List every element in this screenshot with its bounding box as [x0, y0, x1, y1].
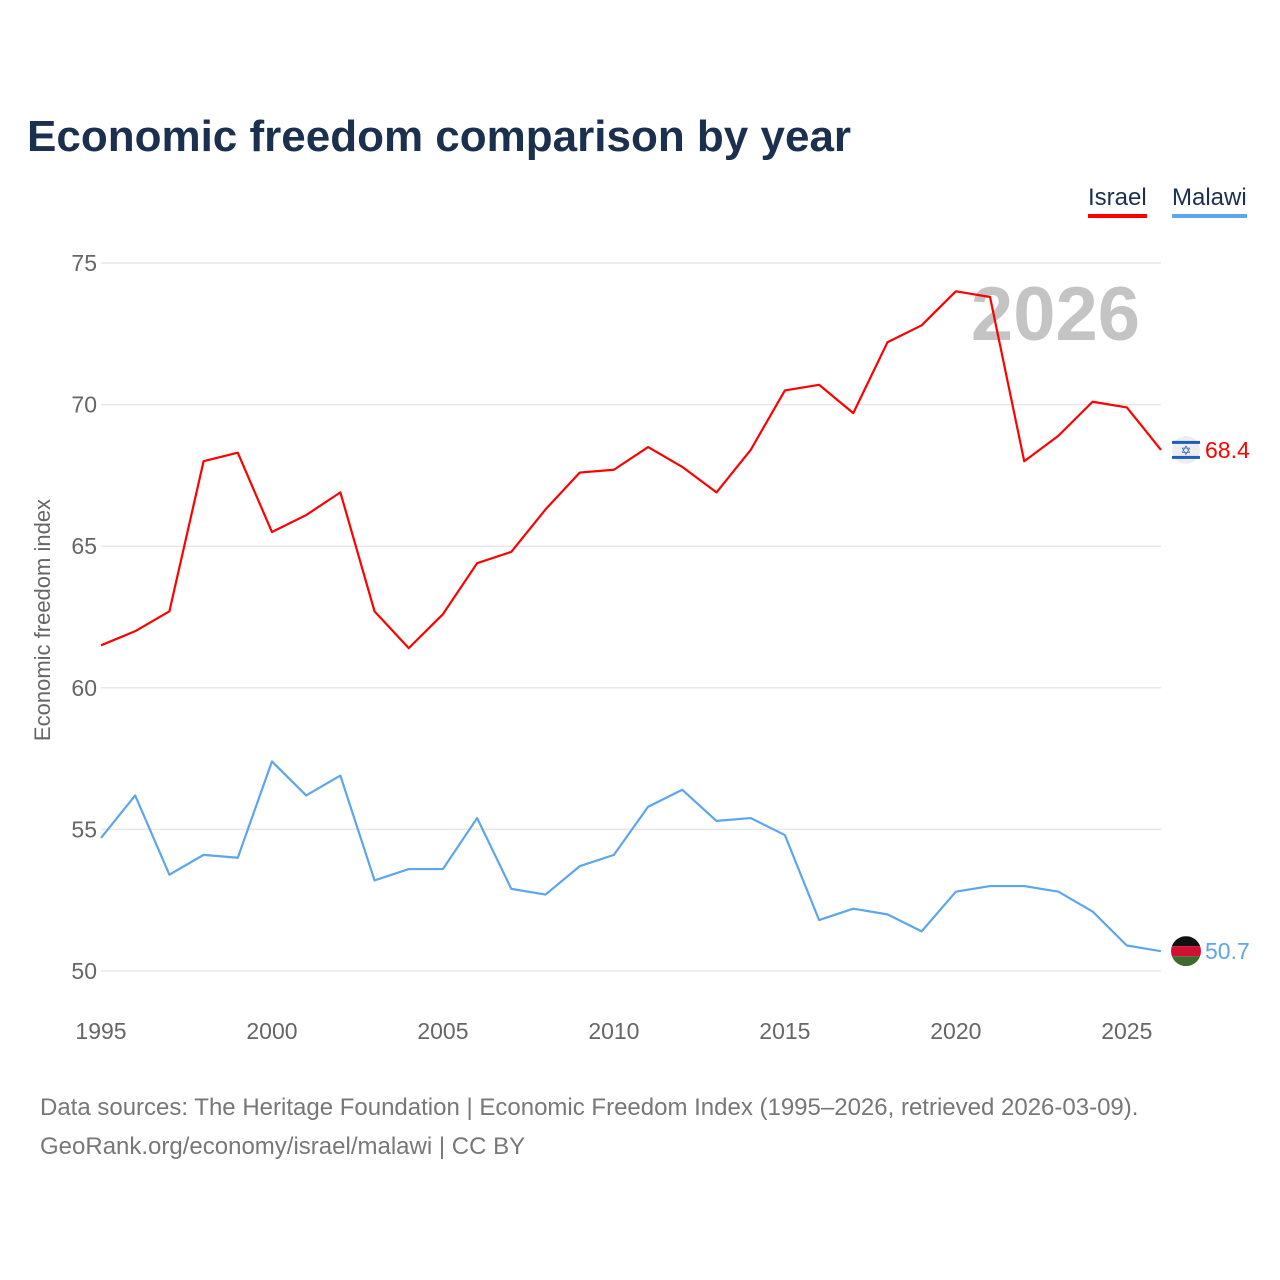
y-tick-label: 55: [71, 816, 97, 842]
flag-israel-icon: ✡: [1172, 435, 1200, 464]
y-tick-label: 70: [71, 392, 97, 418]
x-tick-label: 2005: [417, 1018, 468, 1044]
legend-israel[interactable]: Israel: [1088, 184, 1147, 218]
legend-malawi[interactable]: Malawi: [1172, 184, 1247, 218]
credit-text: GeoRank.org/economy/israel/malawi | CC B…: [40, 1133, 526, 1160]
source-text: Data sources: The Heritage Foundation | …: [40, 1094, 1139, 1121]
x-tick-label: 2015: [759, 1018, 810, 1044]
series-line-israel: [100, 290, 1162, 650]
chart-title: Economic freedom comparison by year: [27, 112, 852, 161]
x-tick-label: 2020: [930, 1018, 981, 1044]
end-value-label-malawi: 50.7: [1205, 938, 1250, 964]
x-tick-label: 2000: [246, 1018, 297, 1044]
x-tick-label: 2025: [1101, 1018, 1152, 1044]
y-tick-label: 60: [71, 675, 97, 701]
y-tick-label: 75: [71, 250, 97, 276]
x-tick-label: 2010: [588, 1018, 639, 1044]
end-value-label-israel: 68.4: [1205, 437, 1250, 463]
svg-text:✡: ✡: [1181, 443, 1192, 458]
year-watermark: 2026: [971, 272, 1140, 357]
x-tick-label: 1995: [75, 1018, 126, 1044]
flag-malawi-icon: [1171, 936, 1201, 967]
y-tick-label: 65: [71, 533, 97, 559]
series-line-malawi: [100, 760, 1162, 953]
footer: Data sources: The Heritage Foundation | …: [40, 1088, 1138, 1166]
y-tick-label: 50: [71, 958, 97, 984]
